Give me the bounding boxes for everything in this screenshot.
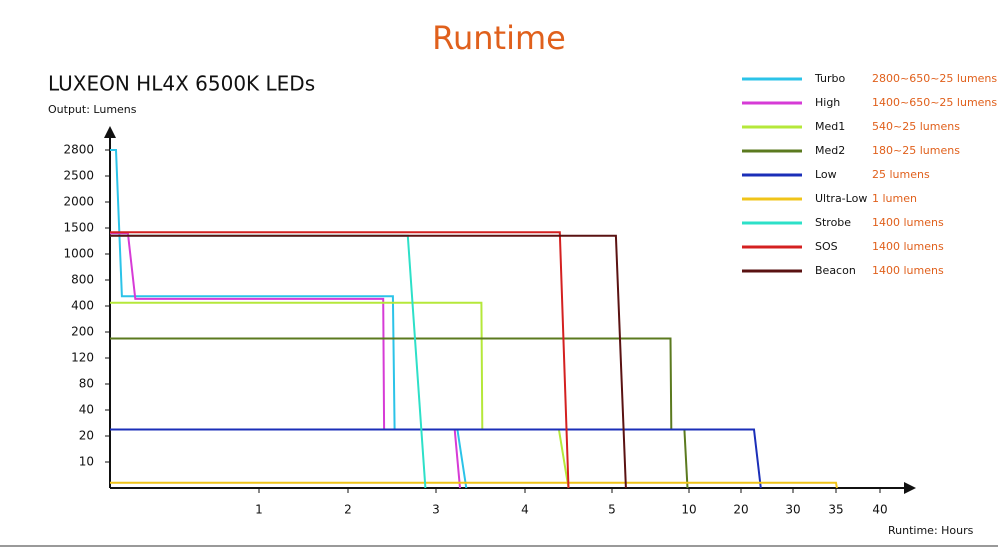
legend-note: 1400 lumens	[872, 264, 944, 277]
x-tick-label: 30	[785, 503, 800, 517]
series-line	[110, 481, 838, 489]
y-tick-label: 40	[79, 403, 94, 417]
legend-note: 1400 lumens	[872, 240, 944, 253]
series-line	[110, 231, 570, 489]
series-line	[110, 234, 627, 489]
y-tick-label: 2500	[63, 169, 94, 183]
x-tick-label: 5	[608, 503, 616, 517]
y-tick-label: 20	[79, 429, 94, 443]
legend-note: 2800~650~25 lumens	[872, 72, 997, 85]
x-tick-label: 10	[681, 503, 696, 517]
x-tick-label: 2	[344, 503, 352, 517]
y-axis-label: Output: Lumens	[48, 103, 137, 116]
y-tick-label: 2800	[63, 143, 94, 157]
legend-note: 1 lumen	[872, 192, 917, 205]
legend-label: Turbo	[814, 72, 846, 85]
y-axis-arrow	[104, 126, 116, 138]
x-tick-label: 1	[255, 503, 263, 517]
y-tick-label: 80	[79, 377, 94, 391]
legend-note: 1400 lumens	[872, 216, 944, 229]
legend-label: Strobe	[815, 216, 851, 229]
legend-label: SOS	[815, 240, 838, 253]
series-line	[110, 232, 461, 489]
legend-label: Ultra-Low	[815, 192, 867, 205]
y-tick-label: 120	[71, 351, 94, 365]
legend-note: 540~25 lumens	[872, 120, 960, 133]
x-tick-label: 40	[872, 503, 887, 517]
y-tick-label: 1500	[63, 221, 94, 235]
legend-note: 25 lumens	[872, 168, 930, 181]
series-line	[110, 337, 689, 489]
x-tick-label: 35	[828, 503, 843, 517]
series-line	[110, 234, 427, 489]
y-tick-label: 800	[71, 273, 94, 287]
legend-label: Med1	[815, 120, 845, 133]
y-tick-label: 200	[71, 325, 94, 339]
legend-label: Med2	[815, 144, 845, 157]
series-line	[110, 428, 762, 489]
y-tick-label: 400	[71, 299, 94, 313]
legend-note: 1400~650~25 lumens	[872, 96, 997, 109]
chart-title: Runtime	[432, 19, 566, 57]
x-tick-label: 20	[733, 503, 748, 517]
y-tick-label: 1000	[63, 247, 94, 261]
legend-note: 180~25 lumens	[872, 144, 960, 157]
x-axis-label: Runtime: Hours	[888, 524, 974, 537]
y-tick-label: 10	[79, 455, 94, 469]
x-axis-arrow	[904, 482, 916, 494]
x-tick-label: 4	[521, 503, 529, 517]
legend-label: Beacon	[815, 264, 856, 277]
y-tick-label: 2000	[63, 195, 94, 209]
chart-subtitle: LUXEON HL4X 6500K LEDs	[48, 72, 315, 96]
legend-label: Low	[815, 168, 837, 181]
series-line	[110, 301, 570, 489]
legend-label: High	[815, 96, 840, 109]
x-tick-label: 3	[432, 503, 440, 517]
